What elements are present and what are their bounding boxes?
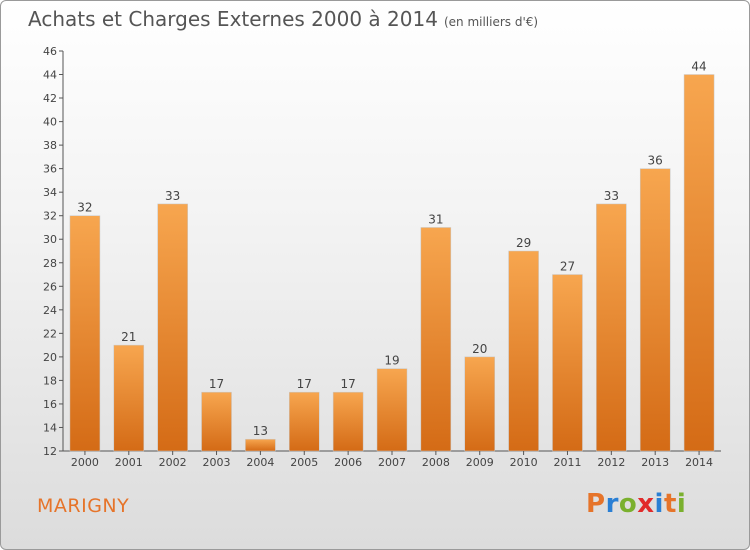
x-tick-label: 2007 bbox=[378, 456, 406, 469]
bar-value-label: 27 bbox=[560, 260, 575, 274]
bar bbox=[683, 74, 715, 452]
y-tick-label: 14 bbox=[43, 421, 57, 434]
x-tick-label: 2012 bbox=[597, 456, 625, 469]
x-tick-label: 2004 bbox=[246, 456, 274, 469]
y-tick-label: 38 bbox=[43, 139, 57, 152]
logo-letter: r bbox=[605, 489, 619, 519]
x-tick-label: 2001 bbox=[115, 456, 143, 469]
y-tick-label: 28 bbox=[43, 257, 57, 270]
y-tick-label: 26 bbox=[43, 280, 57, 293]
x-tick-label: 2014 bbox=[685, 456, 713, 469]
bar bbox=[201, 391, 232, 452]
y-tick-label: 22 bbox=[43, 327, 57, 340]
y-tick-label: 18 bbox=[43, 374, 57, 387]
logo-letter: i bbox=[676, 489, 687, 519]
logo-letter: P bbox=[586, 489, 606, 519]
bar-value-label: 13 bbox=[253, 424, 268, 438]
x-tick-label: 2013 bbox=[641, 456, 669, 469]
bar bbox=[508, 250, 539, 452]
bar bbox=[552, 274, 583, 452]
y-tick-label: 34 bbox=[43, 186, 57, 199]
x-tick-label: 2009 bbox=[466, 456, 494, 469]
y-tick-label: 32 bbox=[43, 210, 57, 223]
bar bbox=[69, 215, 101, 452]
commune-name: MARIGNY bbox=[37, 495, 130, 517]
bar-value-label: 36 bbox=[648, 154, 663, 168]
bar-value-label: 17 bbox=[209, 377, 224, 391]
chart-title: Achats et Charges Externes 2000 à 2014 (e… bbox=[28, 7, 538, 31]
x-tick-label: 2010 bbox=[510, 456, 538, 469]
x-tick-label: 2008 bbox=[422, 456, 450, 469]
bar-value-label: 19 bbox=[384, 354, 399, 368]
logo-letter: x bbox=[637, 489, 655, 519]
proxiti-logo: Proxiti bbox=[586, 489, 686, 519]
y-tick-label: 46 bbox=[43, 45, 57, 58]
y-tick-label: 40 bbox=[43, 116, 57, 129]
y-tick-label: 36 bbox=[43, 163, 57, 176]
bar-value-label: 31 bbox=[428, 212, 443, 226]
logo-letter: o bbox=[618, 489, 638, 519]
bar-value-label: 17 bbox=[297, 377, 312, 391]
bar bbox=[464, 356, 495, 452]
x-tick-label: 2005 bbox=[290, 456, 318, 469]
bar bbox=[376, 368, 408, 452]
y-tick-label: 30 bbox=[43, 233, 57, 246]
logo-letter: i bbox=[654, 489, 664, 519]
bar bbox=[157, 203, 188, 452]
x-tick-label: 2000 bbox=[71, 456, 99, 469]
bar bbox=[289, 391, 320, 452]
bar-value-label: 32 bbox=[77, 201, 92, 215]
bar-value-label: 44 bbox=[691, 60, 706, 74]
bar-value-label: 33 bbox=[165, 189, 180, 203]
x-tick-label: 2002 bbox=[159, 456, 187, 469]
bar bbox=[639, 168, 671, 452]
x-tick-label: 2003 bbox=[203, 456, 231, 469]
y-tick-label: 44 bbox=[43, 69, 57, 82]
y-tick-label: 12 bbox=[43, 445, 57, 458]
y-tick-label: 20 bbox=[43, 351, 57, 364]
y-tick-label: 24 bbox=[43, 304, 57, 317]
bar-value-label: 33 bbox=[604, 189, 619, 203]
bar bbox=[113, 344, 145, 452]
bar-value-label: 29 bbox=[516, 236, 531, 250]
chart-title-text: Achats et Charges Externes 2000 à 2014 bbox=[28, 7, 438, 31]
bar bbox=[596, 203, 627, 452]
chart-unit: (en milliers d'€) bbox=[443, 15, 539, 29]
y-tick-label: 42 bbox=[43, 92, 57, 105]
logo-letter: t bbox=[663, 489, 677, 519]
x-tick-label: 2006 bbox=[334, 456, 362, 469]
bar bbox=[420, 227, 452, 452]
bar bbox=[332, 391, 364, 452]
x-tick-label: 2011 bbox=[553, 456, 581, 469]
bar-value-label: 17 bbox=[340, 377, 355, 391]
bar-value-label: 20 bbox=[472, 342, 487, 356]
bar-value-label: 21 bbox=[121, 330, 136, 344]
y-tick-label: 16 bbox=[43, 398, 57, 411]
bar bbox=[245, 438, 276, 452]
